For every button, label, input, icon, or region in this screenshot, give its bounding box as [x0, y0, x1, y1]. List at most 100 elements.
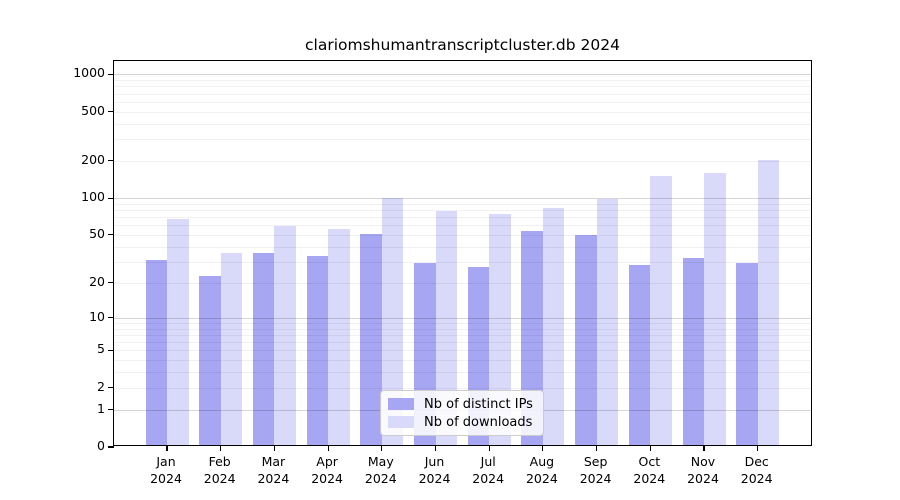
x-axis-label-month: Mar	[261, 454, 286, 469]
x-axis-label-year: 2024	[257, 470, 290, 486]
legend-label-distinct-ips: Nb of distinct IPs	[424, 396, 533, 412]
x-axis-label-year: 2024	[472, 470, 505, 486]
x-axis-label-mar: Mar 2024	[241, 454, 305, 487]
bar-downloads-apr	[328, 228, 350, 445]
x-axis-label-year: 2024	[418, 470, 451, 486]
gridline-minor-600	[114, 101, 811, 103]
gridline-minor-40	[114, 246, 811, 248]
x-axis-label-oct: Oct 2024	[617, 454, 681, 487]
bar-downloads-aug	[542, 208, 565, 445]
x-axis-tick-sep	[596, 445, 598, 451]
x-axis-tick-feb	[220, 445, 222, 451]
x-axis-label-year: 2024	[579, 470, 612, 486]
legend-label-downloads: Nb of downloads	[424, 414, 533, 430]
gridline-minor-200	[114, 160, 811, 162]
gridline-minor-80	[114, 210, 811, 211]
y-axis-tick-200	[108, 160, 114, 162]
bar-distinct-ips-mar	[252, 253, 275, 445]
bar-downloads-dec	[757, 160, 780, 445]
legend-swatch-distinct-ips-icon	[388, 398, 414, 410]
bar-downloads-oct	[650, 176, 672, 445]
y-axis-tick-10	[108, 317, 114, 319]
x-axis-label-month: Sep	[583, 454, 608, 469]
bar-downloads-nov	[704, 172, 726, 445]
gridline-major-1000	[114, 74, 811, 76]
gridline-minor-70	[114, 217, 811, 219]
gridline-minor-5	[114, 350, 811, 352]
x-axis-label-month: Dec	[744, 454, 769, 469]
bar-distinct-ips-sep	[575, 235, 597, 445]
gridline-minor-50	[114, 234, 811, 236]
gridline-minor-20	[114, 282, 811, 284]
bar-distinct-ips-nov	[682, 258, 704, 445]
x-axis-label-year: 2024	[633, 470, 666, 486]
gridline-minor-6	[114, 342, 811, 343]
y-axis-label-5: 5	[97, 341, 105, 357]
x-axis-label-jun: Jun 2024	[403, 454, 467, 487]
x-axis-label-year: 2024	[364, 470, 397, 486]
bar-downloads-jun	[435, 211, 457, 445]
bar-downloads-mar	[274, 226, 296, 445]
y-axis-label-200: 200	[81, 151, 105, 167]
x-axis-tick-may	[381, 445, 383, 451]
gridline-minor-30	[114, 261, 811, 263]
gridline-minor-500	[114, 111, 811, 113]
plot-area	[108, 60, 812, 451]
bar-distinct-ips-feb	[199, 275, 221, 445]
y-axis-tick-50	[108, 234, 114, 236]
x-axis-label-month: May	[367, 454, 394, 469]
x-axis-label-nov: Nov 2024	[671, 454, 735, 487]
gridline-minor-900	[114, 80, 811, 81]
bar-distinct-ips-apr	[306, 256, 329, 445]
x-axis-label-jul: Jul 2024	[456, 454, 520, 487]
gridline-minor-300	[114, 139, 811, 141]
gridline-minor-400	[114, 123, 811, 125]
gridline-minor-800	[114, 86, 811, 88]
y-axis-tick-0	[108, 446, 114, 448]
x-axis-label-month: Apr	[316, 454, 338, 469]
gridline-minor-90	[114, 203, 811, 205]
x-axis-label-month: Jan	[156, 454, 176, 469]
gridline-minor-4	[114, 360, 811, 362]
y-axis-tick-500	[108, 111, 114, 113]
bar-downloads-may	[381, 197, 404, 445]
legend-swatch-downloads-icon	[388, 416, 414, 428]
gridline-minor-3	[114, 372, 811, 374]
x-axis-tick-jun	[434, 445, 437, 451]
gridline-major-100	[114, 198, 811, 200]
x-axis-label-aug: Aug 2024	[510, 454, 574, 487]
x-axis-label-month: Aug	[529, 454, 555, 469]
x-axis-label-year: 2024	[150, 470, 182, 486]
x-axis-label-jan: Jan 2024	[134, 454, 198, 487]
gridline-minor-2	[114, 387, 811, 389]
x-axis-label-year: 2024	[687, 470, 719, 486]
legend: Nb of distinct IPs Nb of downloads	[380, 390, 544, 436]
y-axis-label-100: 100	[81, 189, 105, 205]
x-axis-tick-jan	[166, 445, 168, 451]
x-axis-tick-mar	[273, 445, 275, 451]
y-axis-tick-100	[108, 197, 114, 199]
y-axis-label-500: 500	[81, 102, 105, 118]
y-axis-tick-2	[108, 387, 114, 389]
y-axis-label-1000: 1000	[73, 65, 105, 81]
gridline-minor-9	[114, 322, 811, 324]
y-axis-label-50: 50	[89, 225, 105, 241]
x-axis-tick-oct	[649, 445, 651, 451]
x-axis-label-month: Nov	[690, 454, 716, 469]
bar-distinct-ips-dec	[736, 263, 758, 445]
y-axis-tick-20	[108, 282, 114, 284]
legend-item-distinct-ips: Nb of distinct IPs	[381, 397, 543, 412]
y-axis-label-0: 0	[97, 438, 105, 453]
gridline-major-10	[114, 317, 811, 319]
x-axis-label-month: Jul	[480, 454, 496, 469]
x-axis-tick-jul	[488, 445, 490, 451]
x-axis-label-month: Jun	[424, 454, 445, 469]
y-axis-label-1: 1	[97, 400, 105, 416]
gridline-minor-8	[114, 328, 811, 330]
gridline-minor-700	[114, 93, 811, 95]
x-axis-tick-dec	[757, 445, 759, 451]
y-axis-label-2: 2	[97, 378, 105, 394]
gridline-minor-7	[114, 334, 811, 336]
x-axis-label-dec: Dec 2024	[725, 454, 789, 487]
